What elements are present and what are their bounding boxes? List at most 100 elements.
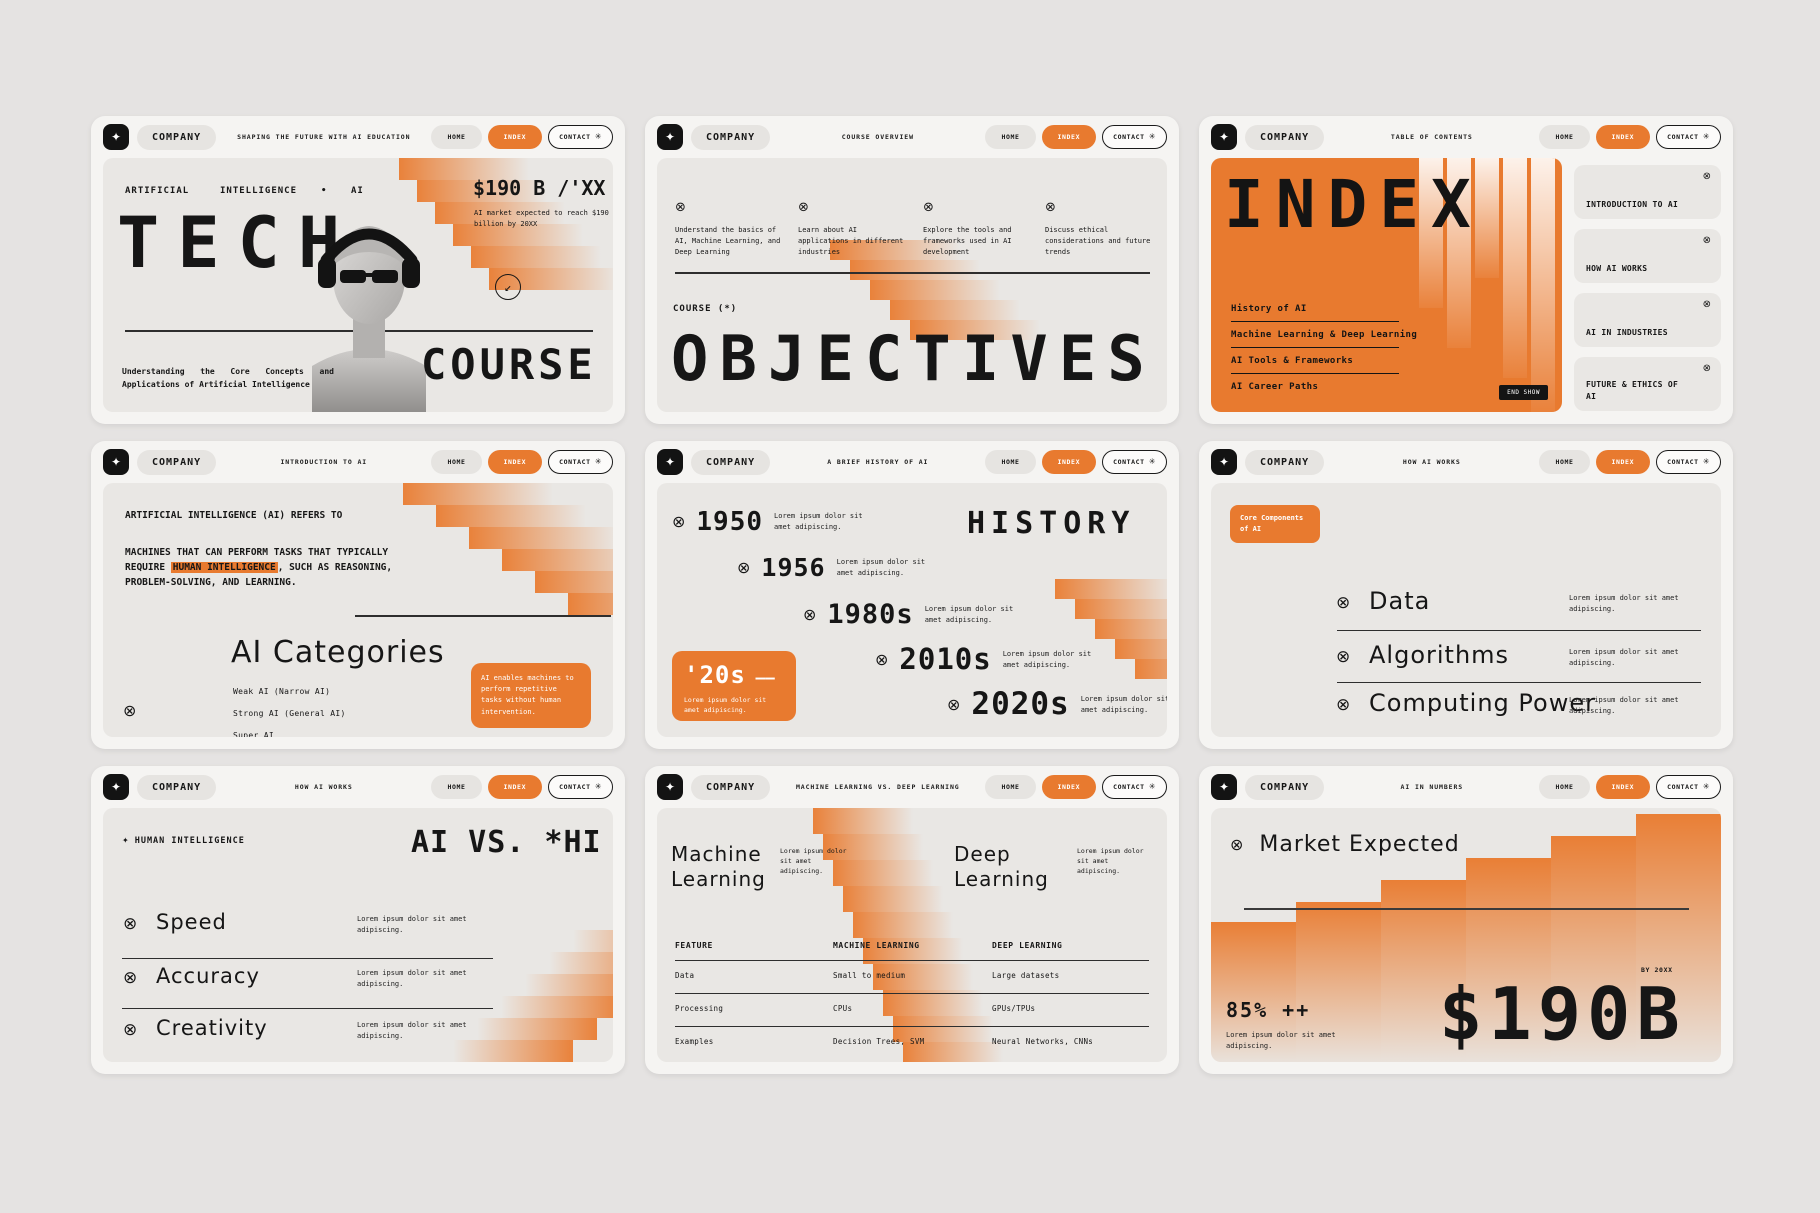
objective-text: Understand the basics of AI, Machine Lea… xyxy=(675,226,781,256)
nav-contact-button[interactable]: CONTACT ✳ xyxy=(1656,450,1721,474)
comparison-title: Speed xyxy=(156,910,227,934)
section-card[interactable]: ⊗ INTRODUCTION TO AI xyxy=(1574,165,1721,219)
nav-home-button[interactable]: HOME xyxy=(431,125,482,149)
toc-item[interactable]: Machine Learning & Deep Learning xyxy=(1231,322,1417,348)
big-value: $190B xyxy=(1439,972,1686,1056)
logo-button[interactable]: ✦ xyxy=(657,124,683,150)
nav-index-button[interactable]: INDEX xyxy=(1041,450,1097,474)
divider-line xyxy=(122,958,493,959)
section-card[interactable]: ⊗ HOW AI WORKS xyxy=(1574,229,1721,283)
toc-item[interactable]: History of AI xyxy=(1231,296,1399,322)
definition-paragraph: MACHINES THAT CAN PERFORM TASKS THAT TYP… xyxy=(125,545,401,591)
nav-contact-button[interactable]: CONTACT ✳ xyxy=(1102,450,1167,474)
nav-index-button[interactable]: INDEX xyxy=(1041,775,1097,799)
nav-contact-button[interactable]: CONTACT ✳ xyxy=(548,775,613,799)
table-header: FEATURE xyxy=(675,941,713,950)
nav-home-button[interactable]: HOME xyxy=(431,775,482,799)
timeline-text: Lorem ipsum dolor sit amet adipiscing. xyxy=(924,604,1014,624)
slide-content: ⊗ Understand the basics of AI, Machine Le… xyxy=(657,158,1167,412)
asterisk-icon: ✳ xyxy=(1148,457,1156,466)
table-divider xyxy=(675,993,1149,994)
timeline-event: ⊗ 2020s Lorem ipsum dolor sit amet adipisc… xyxy=(947,689,1167,720)
slide-content: Core Components of AI ⊗ Data Lorem ipsum… xyxy=(1211,483,1721,737)
dash-icon: —— xyxy=(755,668,775,687)
slide-nav: HOME INDEX CONTACT ✳ xyxy=(431,775,613,799)
chart-bar xyxy=(1211,922,1296,1062)
section-card[interactable]: ⊗ FUTURE & ETHICS OF AI xyxy=(1574,357,1721,411)
logo-button[interactable]: ✦ xyxy=(103,449,129,475)
nav-home-button[interactable]: HOME xyxy=(431,450,482,474)
nav-contact-button[interactable]: CONTACT ✳ xyxy=(1102,775,1167,799)
highlighted-text: HUMAN INTELLIGENCE xyxy=(170,562,278,574)
section-card[interactable]: ⊗ AI IN INDUSTRIES xyxy=(1574,293,1721,347)
nav-contact-label: CONTACT xyxy=(1113,133,1145,141)
table-divider xyxy=(675,960,1149,961)
nav-contact-button[interactable]: CONTACT ✳ xyxy=(1102,125,1167,149)
categories-heading: AI Categories xyxy=(231,635,445,670)
definition-pre: MACHINES THAT CAN PERFORM TASKS THAT TYP… xyxy=(125,547,389,574)
nav-contact-label: CONTACT xyxy=(1667,783,1699,791)
logo-button[interactable]: ✦ xyxy=(103,124,129,150)
brand-pill: COMPANY xyxy=(137,774,217,800)
circled-x-icon: ⊗ xyxy=(1702,299,1711,310)
nav-home-button[interactable]: HOME xyxy=(985,125,1036,149)
nav-contact-button[interactable]: CONTACT ✳ xyxy=(1656,775,1721,799)
circled-x-icon: ⊗ xyxy=(1045,200,1056,215)
nav-home-button[interactable]: HOME xyxy=(1539,450,1590,474)
kicker-intelligence: INTELLIGENCE xyxy=(220,186,298,196)
nav-index-button[interactable]: INDEX xyxy=(487,775,543,799)
nav-index-button[interactable]: INDEX xyxy=(1595,775,1651,799)
table-header: MACHINE LEARNING xyxy=(833,941,920,950)
circled-x-icon: ⊗ xyxy=(798,200,809,215)
arrow-glyph: ↙ xyxy=(504,280,512,294)
nav-home-button[interactable]: HOME xyxy=(985,450,1036,474)
slide-nav: HOME INDEX CONTACT ✳ xyxy=(1539,125,1721,149)
nav-contact-button[interactable]: CONTACT ✳ xyxy=(1656,125,1721,149)
brand-pill: COMPANY xyxy=(691,449,771,475)
timeline-event: ⊗ 1956 Lorem ipsum dolor sit amet adipisci… xyxy=(737,555,929,580)
objective-text: Learn about AI applications in different… xyxy=(798,226,904,256)
nav-index-button[interactable]: INDEX xyxy=(1595,450,1651,474)
by-year-label: BY 20XX xyxy=(1641,966,1673,974)
nav-index-button[interactable]: INDEX xyxy=(487,450,543,474)
component-title: Computing Power xyxy=(1369,689,1596,717)
comparison-title: Accuracy xyxy=(156,964,260,988)
logo-button[interactable]: ✦ xyxy=(1211,449,1237,475)
slide-tagline: MACHINE LEARNING VS. DEEP LEARNING xyxy=(795,783,960,791)
logo-button[interactable]: ✦ xyxy=(103,774,129,800)
toc-item[interactable]: AI Career Paths xyxy=(1231,382,1319,392)
intro-paragraph: ARTIFICIAL INTELLIGENCE (AI) REFERS TO xyxy=(125,510,343,521)
toc-item[interactable]: AI Tools & Frameworks xyxy=(1231,348,1399,374)
machine-learning-text: Lorem ipsum dolor sit amet adipiscing. xyxy=(780,847,847,876)
asterisk-icon: ✳ xyxy=(594,782,602,791)
decade-text: Lorem ipsum dolor sit amet adipiscing. xyxy=(684,696,767,714)
sparkle-icon: ✦ xyxy=(110,455,122,469)
slide-content: ARTIFICIAL INTELLIGENCE (AI) REFERS TO M… xyxy=(103,483,613,737)
slide-8-ml-vs-dl: ✦ COMPANY MACHINE LEARNING VS. DEEP LEAR… xyxy=(645,766,1179,1074)
nav-contact-label: CONTACT xyxy=(559,783,591,791)
percent-caption: Lorem ipsum dolor sit amet adipiscing. xyxy=(1226,1031,1336,1050)
slide-tagline: A BRIEF HISTORY OF AI xyxy=(827,458,929,466)
component-text: Lorem ipsum dolor sit amet adipiscing. xyxy=(1569,648,1679,667)
slide-nav: HOME INDEX CONTACT ✳ xyxy=(985,775,1167,799)
nav-home-button[interactable]: HOME xyxy=(1539,775,1590,799)
nav-contact-button[interactable]: CONTACT ✳ xyxy=(548,125,613,149)
chart-bar xyxy=(1636,814,1721,1062)
nav-index-button[interactable]: INDEX xyxy=(1041,125,1097,149)
logo-button[interactable]: ✦ xyxy=(657,774,683,800)
logo-button[interactable]: ✦ xyxy=(657,449,683,475)
nav-contact-button[interactable]: CONTACT ✳ xyxy=(548,450,613,474)
sparkle-icon: ✦ xyxy=(1218,130,1230,144)
brand-pill: COMPANY xyxy=(137,124,217,150)
nav-home-button[interactable]: HOME xyxy=(985,775,1036,799)
nav-index-button[interactable]: INDEX xyxy=(1595,125,1651,149)
circled-x-icon: ⊗ xyxy=(123,701,137,720)
title-objectives: OBJECTIVES xyxy=(671,322,1156,395)
logo-button[interactable]: ✦ xyxy=(1211,124,1237,150)
comparison-text: Lorem ipsum dolor sit amet adipiscing. xyxy=(357,1021,467,1040)
end-show-badge[interactable]: END SHOW xyxy=(1499,385,1548,400)
logo-button[interactable]: ✦ xyxy=(1211,774,1237,800)
nav-home-button[interactable]: HOME xyxy=(1539,125,1590,149)
asterisk-icon: ✳ xyxy=(1702,782,1710,791)
nav-index-button[interactable]: INDEX xyxy=(487,125,543,149)
